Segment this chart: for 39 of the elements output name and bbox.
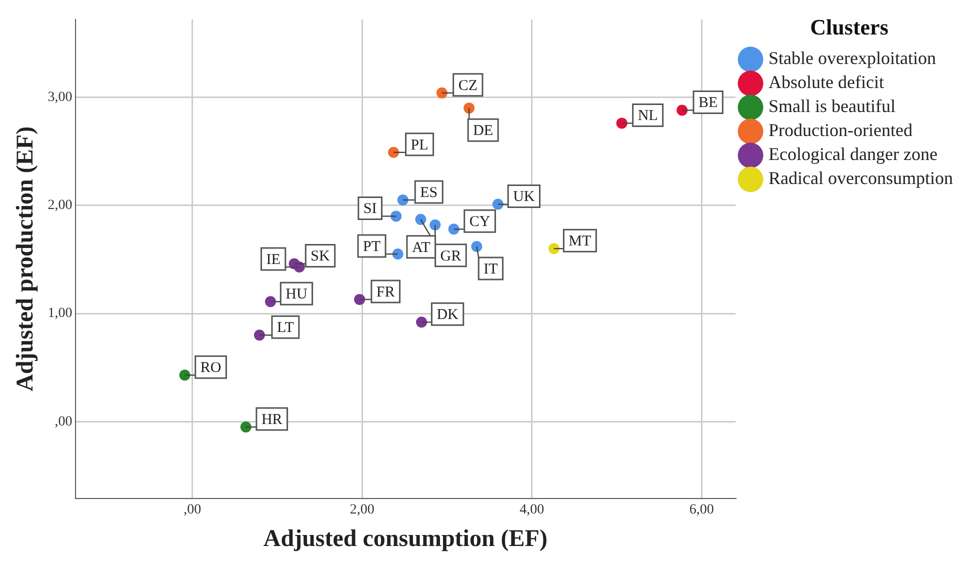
annotation: HU: [286, 286, 308, 303]
annotation: IT: [484, 261, 498, 278]
annotation: HR: [261, 412, 282, 428]
annotation: UK: [513, 189, 535, 206]
annotation: IE: [266, 252, 280, 268]
annotation: SI: [363, 201, 377, 218]
annotation: PL: [410, 137, 428, 154]
x-tick-label: ,00: [184, 502, 202, 518]
legend-title: Clusters: [810, 14, 889, 40]
annotation: DE: [473, 123, 494, 139]
annotation: LT: [276, 320, 294, 336]
x-tick-label: 6,00: [689, 502, 714, 518]
legend-label: Ecological danger zone: [768, 144, 938, 164]
annotation: SK: [310, 248, 330, 265]
y-tick-label: 1,00: [48, 306, 72, 322]
annotation: AT: [412, 240, 430, 256]
y-tick-label: 3,00: [48, 90, 72, 105]
x-axis-title: Adjusted consumption (EF): [263, 526, 548, 552]
annotation: CY: [469, 214, 490, 230]
legend-label: Production-oriented: [768, 120, 913, 140]
annotation: ES: [420, 184, 438, 201]
annotation: CZ: [458, 78, 478, 94]
x-tick-label: 4,00: [520, 502, 544, 518]
y-tick-label: 2,00: [48, 198, 72, 214]
annotation: RO: [200, 360, 222, 376]
legend-label: Radical overconsumption: [768, 168, 954, 188]
annotation: DK: [436, 307, 459, 324]
legend-label: Absolute deficit: [768, 72, 884, 92]
x-tick-label: 2,00: [350, 502, 374, 518]
y-axis-title: Adjusted production (EF): [12, 126, 39, 392]
annotation: GR: [440, 248, 462, 264]
legend-label: Stable overexploitation: [768, 48, 936, 68]
annotation: BE: [698, 95, 718, 112]
legend-label: Small is beautiful: [768, 96, 896, 116]
annotation: NL: [638, 108, 658, 124]
annotation: FR: [376, 284, 395, 300]
y-tick-label: ,00: [54, 414, 72, 430]
annotation: PT: [363, 238, 381, 255]
annotation: MT: [568, 234, 592, 250]
